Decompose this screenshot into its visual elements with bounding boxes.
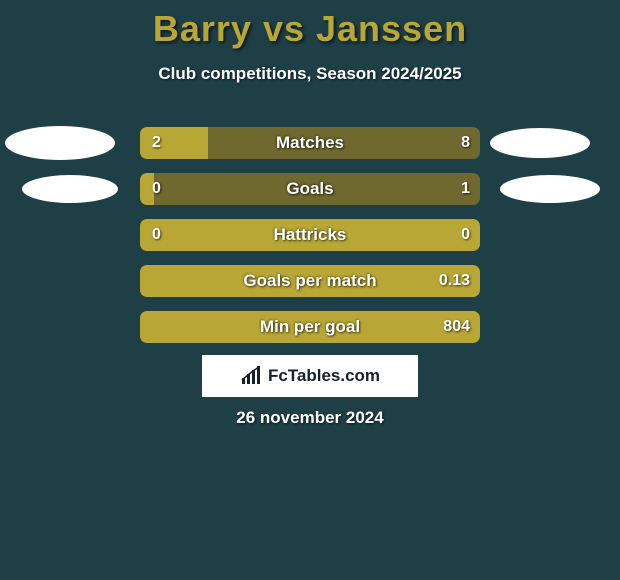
bar-fill: [140, 127, 208, 159]
decorative-ellipse: [500, 175, 600, 203]
logo-text: FcTables.com: [268, 366, 380, 386]
bar-track: [140, 311, 480, 343]
bar-fill: [140, 173, 154, 205]
subtitle: Club competitions, Season 2024/2025: [0, 64, 620, 84]
date-text: 26 november 2024: [0, 408, 620, 428]
bar-fill: [140, 219, 480, 251]
stat-row: Goals01: [0, 166, 620, 212]
bar-track: [140, 127, 480, 159]
bar-track: [140, 219, 480, 251]
page-title: Barry vs Janssen: [0, 0, 620, 50]
stat-row: Goals per match0.13: [0, 258, 620, 304]
stat-row: Min per goal804: [0, 304, 620, 350]
barchart-icon: [240, 366, 264, 386]
stat-row: Matches28: [0, 120, 620, 166]
decorative-ellipse: [22, 175, 118, 203]
decorative-ellipse: [490, 128, 590, 158]
logo-box[interactable]: FcTables.com: [202, 355, 418, 397]
comparison-widget: Barry vs Janssen Club competitions, Seas…: [0, 0, 620, 580]
bar-fill: [140, 265, 480, 297]
decorative-ellipse: [5, 126, 115, 160]
chart-area: Matches28Goals01Hattricks00Goals per mat…: [0, 120, 620, 350]
bar-fill: [140, 311, 480, 343]
stat-row: Hattricks00: [0, 212, 620, 258]
logo-inner: FcTables.com: [240, 366, 380, 386]
bar-track: [140, 265, 480, 297]
bar-track: [140, 173, 480, 205]
